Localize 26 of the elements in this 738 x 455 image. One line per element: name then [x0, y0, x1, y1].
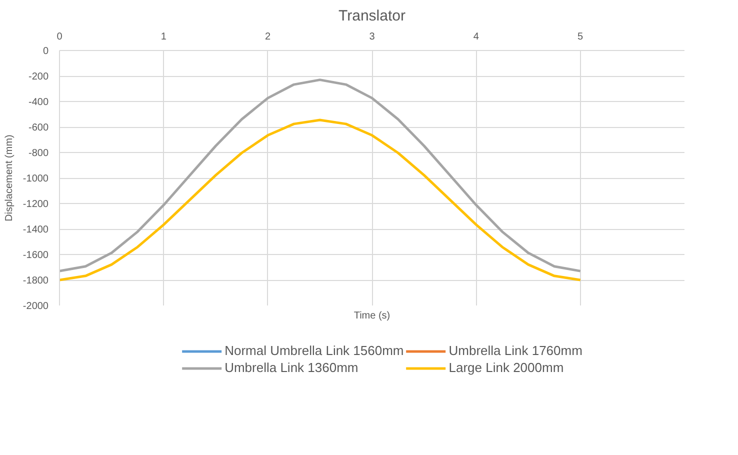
y-tick-label: -800: [28, 148, 49, 159]
legend-label: Normal Umbrella Link 1560mm: [224, 343, 404, 358]
y-tick-label: 0: [42, 46, 49, 57]
x-tick-label: 1: [160, 32, 167, 42]
y-tick-label: -1600: [22, 250, 49, 261]
y-tick-label: -2000: [22, 301, 49, 312]
x-tick-label: 3: [369, 32, 376, 42]
x-tick-label: 0: [56, 32, 63, 42]
chart-title: Translator: [338, 8, 406, 24]
x-axis-title: Time (s): [354, 310, 390, 322]
y-tick-label: -1000: [22, 174, 49, 184]
y-tick-label: -600: [28, 122, 49, 134]
y-tick-label: -1800: [22, 276, 49, 286]
y-tick-label: -1200: [22, 199, 49, 210]
y-axis-title: Displacement (mm): [4, 134, 15, 222]
y-tick-label: -200: [28, 72, 49, 82]
y-tick-label: -1400: [22, 224, 49, 236]
line-series: [60, 118, 582, 282]
x-tick-label: 4: [473, 32, 480, 42]
y-tick-label: -400: [28, 97, 49, 108]
legend-label: Large Link 2000mm: [448, 360, 564, 375]
line-series: [60, 78, 582, 272]
x-tick-label: 5: [578, 32, 584, 42]
legend-label: Umbrella Link 1760mm: [448, 343, 582, 358]
x-tick-label: 2: [265, 32, 272, 42]
legend-label: Umbrella Link 1360mm: [224, 360, 358, 375]
